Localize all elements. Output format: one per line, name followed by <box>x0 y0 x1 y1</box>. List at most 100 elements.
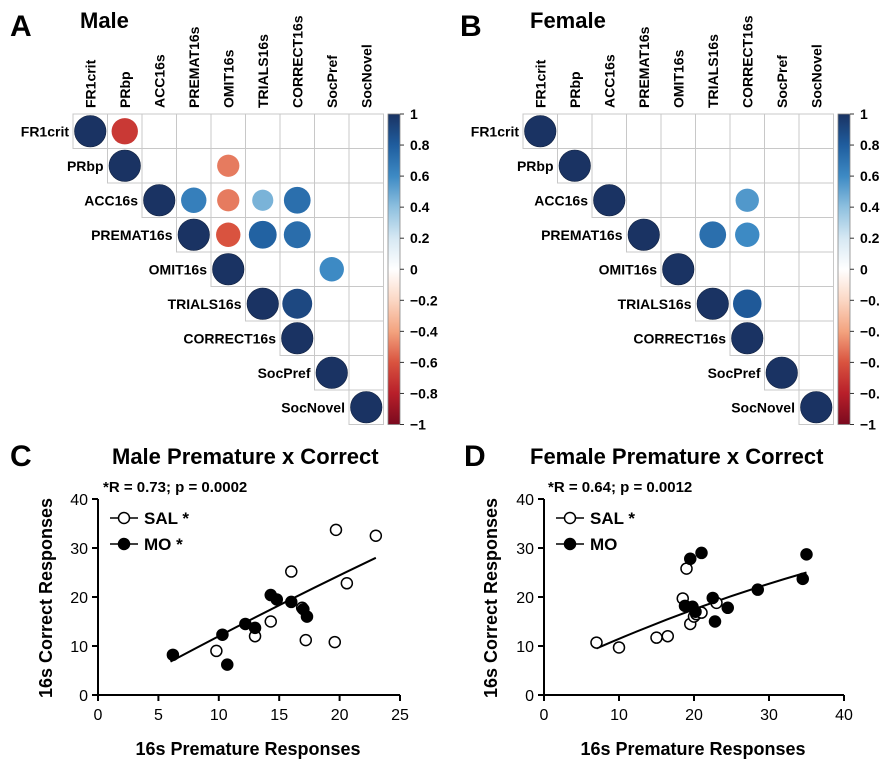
colorbar-tick-label: 0.6 <box>860 168 880 184</box>
colorbar-gradient <box>837 113 851 425</box>
corr-circle-acc16s-correct16s <box>283 186 311 214</box>
corr-circle-acc16s-omit16s <box>217 189 240 212</box>
grid-cell <box>798 113 834 149</box>
colorbar-male: 1 0.8 0.6 0.4 0.2 0 −0.2 −0.4 −0.6 −0.8 −1 <box>387 106 438 433</box>
corr-circle-trials16s-trials16s <box>246 287 279 320</box>
col-label-socnovel: SocNovel <box>358 44 374 108</box>
grid-cell <box>141 113 177 149</box>
points-male <box>166 523 383 671</box>
row-label-socpref: SocPref <box>258 365 311 381</box>
col-label-trials16s: TRIALS16s <box>705 34 721 108</box>
x-tick-label: 40 <box>835 707 853 724</box>
grid-cell <box>798 182 834 218</box>
point-sal <box>264 615 277 628</box>
y-tick-label: 10 <box>516 639 534 656</box>
panel-letter-b: B <box>460 10 482 43</box>
grid-cell <box>314 113 350 149</box>
colorbar-tick-label: 0.8 <box>860 137 880 153</box>
legend-marker-mo <box>563 537 577 551</box>
colorbar-tick-label: 0 <box>410 261 418 277</box>
grid-cell <box>348 320 384 356</box>
y-tick-label: 40 <box>516 492 534 509</box>
point-sal <box>661 629 674 643</box>
stats-annotation-male: *R = 0.73; p = 0.0002 <box>103 479 247 496</box>
point-sal <box>650 631 663 644</box>
col-label-socpref: SocPref <box>774 55 790 108</box>
grid-cell <box>348 355 384 391</box>
corr-circle-prbp-omit16s <box>217 154 240 177</box>
point-mo <box>695 546 708 560</box>
col-label-trials16s: TRIALS16s <box>255 34 271 108</box>
colorbar-gradient <box>387 113 401 425</box>
x-axis-label-female: 16s Premature Responses <box>580 739 805 759</box>
scatter-title-male: Male Premature x Correct <box>112 444 379 469</box>
colorbar-tick-label: 0.4 <box>860 199 880 215</box>
colorbar-tick-label: −0.2 <box>410 292 438 308</box>
corr-circle-trials16s-correct16s <box>282 288 313 319</box>
x-tick-label: 25 <box>391 707 409 724</box>
corr-circles-male <box>74 115 383 424</box>
x-tick-label: 0 <box>540 707 549 724</box>
colorbar-tick-label: −0.4 <box>410 323 438 339</box>
col-label-omit16s: OMIT16s <box>670 49 686 108</box>
corr-circle-premat16s-omit16s <box>216 222 241 247</box>
colorbar-tick-label: −0.2 <box>860 292 880 308</box>
point-mo <box>706 591 719 605</box>
corr-circle-socpref-socpref <box>315 356 348 389</box>
grid-cell <box>279 148 315 184</box>
legend-marker-sal <box>563 511 577 525</box>
grid-cell <box>798 355 834 391</box>
panel-b-correlation-female: B Female FR1crit PRbp ACC16s PREMAT16s OMIT1… <box>460 8 880 433</box>
corr-circle-trials16s-trials16s <box>696 287 729 320</box>
y-axis-label-male: 16s Correct Responses <box>36 498 56 698</box>
row-label-correct16s: CORRECT16s <box>633 330 726 346</box>
corr-circles-female <box>524 115 833 424</box>
y-tick-label: 20 <box>70 590 88 607</box>
corr-grid-female <box>522 113 834 425</box>
grid-cell <box>660 217 696 253</box>
grid-cell <box>660 148 696 184</box>
point-mo <box>166 648 180 662</box>
point-mo <box>270 593 284 606</box>
grid-cell <box>764 148 800 184</box>
grid-cell <box>660 113 696 149</box>
legend-label: MO * <box>144 535 183 554</box>
corr-circle-acc16s-acc16s <box>143 184 176 217</box>
grid-cell <box>695 251 731 287</box>
colorbar-tick-label: 1 <box>410 106 418 122</box>
legend-marker-sal <box>117 511 131 525</box>
row-label-trials16s: TRIALS16s <box>168 296 242 312</box>
point-mo <box>221 658 234 671</box>
y-tick-label: 10 <box>70 639 88 656</box>
grid-cell <box>279 251 315 287</box>
fit-line-male <box>170 556 377 663</box>
point-sal <box>369 529 383 542</box>
point-mo <box>751 583 764 596</box>
corr-circle-premat16s-premat16s <box>177 218 210 251</box>
grid-cell <box>210 113 246 149</box>
grid-cell <box>764 251 800 287</box>
grid-cell <box>660 182 696 218</box>
x-axis-label-male: 16s Premature Responses <box>135 739 360 759</box>
colorbar-tick-label: −0.8 <box>410 385 438 401</box>
corr-circle-prbp-prbp <box>558 149 591 182</box>
point-sal <box>612 641 626 654</box>
corr-circle-omit16s-omit16s <box>662 253 695 286</box>
colorbar-female: 1 0.8 0.6 0.4 0.2 0 −0.2 −0.4 −0.6 −0.8 −1 <box>837 106 880 433</box>
grid-cell <box>798 217 834 253</box>
colorbar-tick-label: 0.8 <box>410 137 430 153</box>
grid-cell <box>764 286 800 322</box>
regression-line <box>170 556 377 663</box>
x-tick-label: 0 <box>94 707 103 724</box>
grid-cell <box>348 389 384 425</box>
grid-cell <box>348 217 384 253</box>
col-label-socnovel: SocNovel <box>808 44 824 108</box>
corr-circle-correct16s-correct16s <box>731 322 764 355</box>
corr-circle-premat16s-trials16s <box>699 221 727 249</box>
grid-cell <box>729 251 765 287</box>
grid-cell <box>314 217 350 253</box>
grid-cell <box>245 148 281 184</box>
corr-circle-fr1crit-fr1crit <box>74 115 107 148</box>
col-label-omit16s: OMIT16s <box>220 49 236 108</box>
legend-label: SAL * <box>590 509 635 528</box>
